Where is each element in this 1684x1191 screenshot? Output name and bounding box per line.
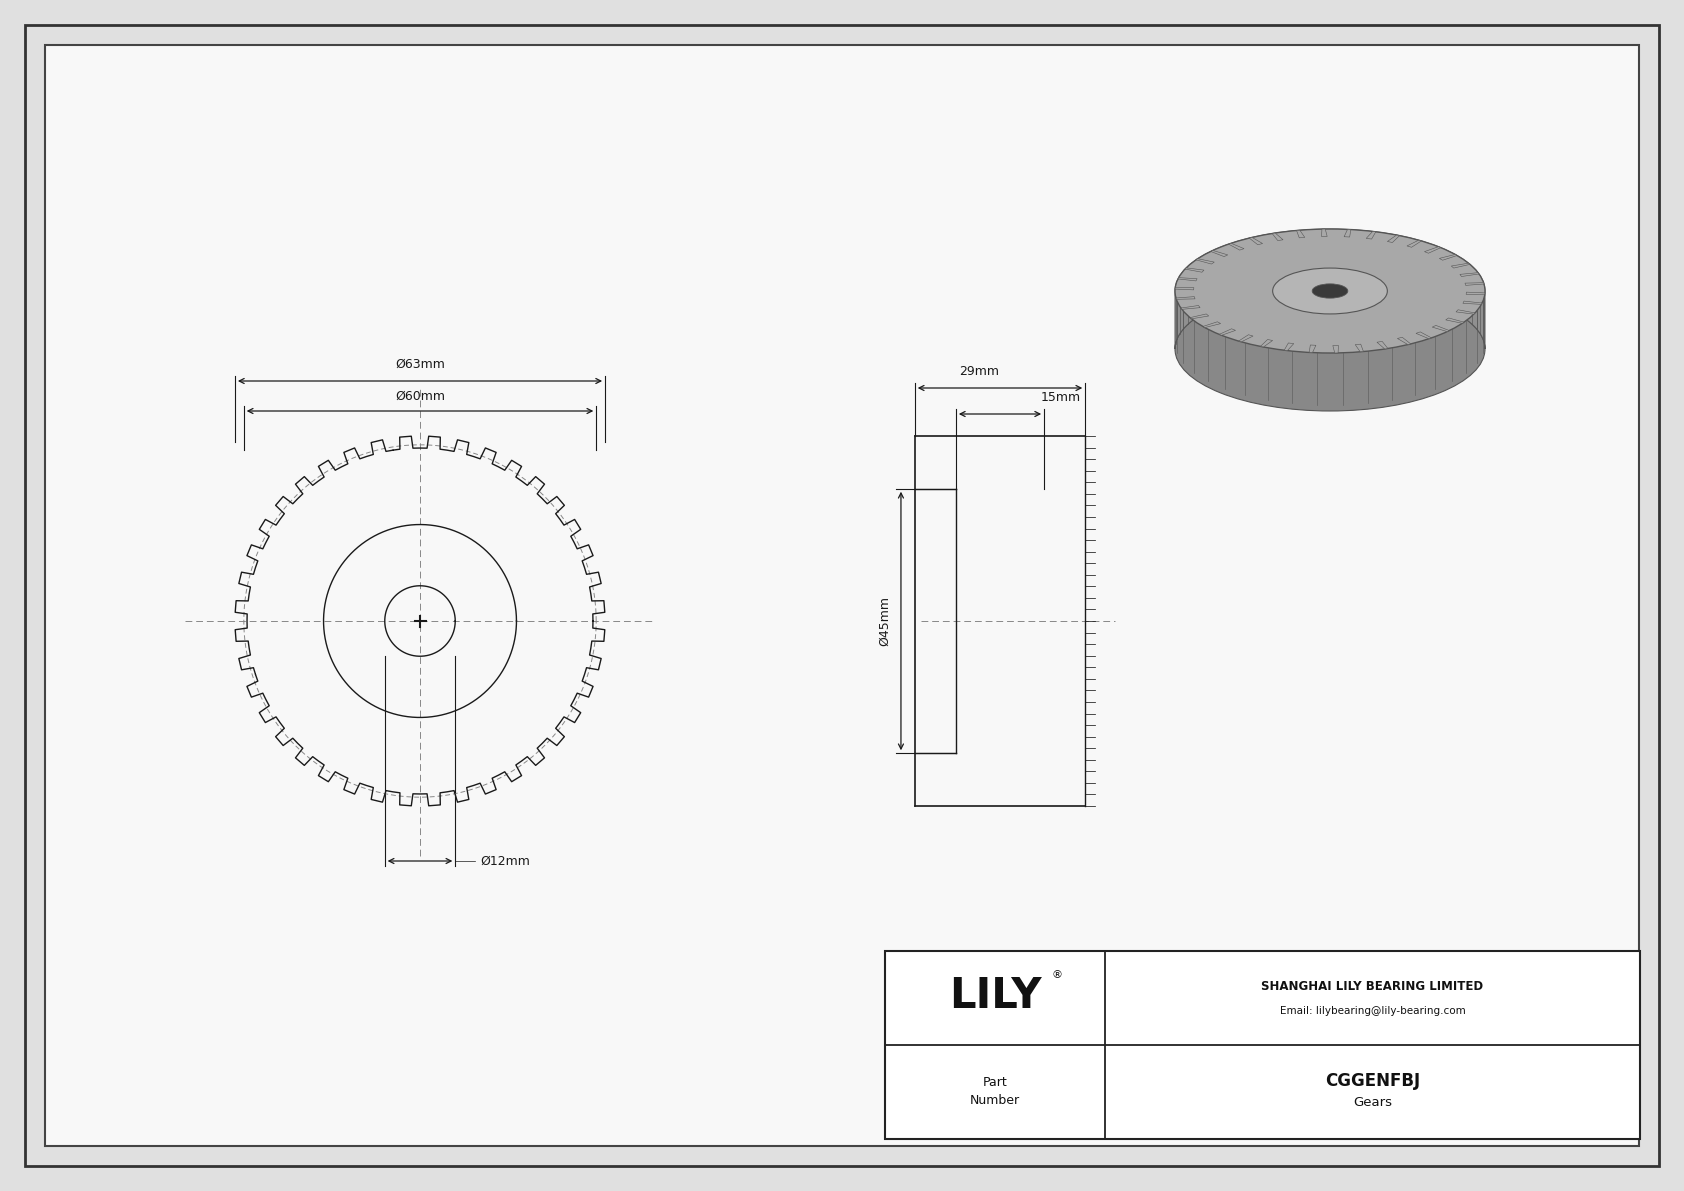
Polygon shape xyxy=(1406,241,1421,248)
Text: Ø63mm: Ø63mm xyxy=(396,358,445,372)
Polygon shape xyxy=(1175,287,1194,289)
Polygon shape xyxy=(1344,230,1351,237)
Ellipse shape xyxy=(1312,283,1347,298)
Text: Ø45mm: Ø45mm xyxy=(877,596,891,646)
Polygon shape xyxy=(1445,318,1463,323)
Polygon shape xyxy=(1202,322,1221,328)
Text: Number: Number xyxy=(970,1095,1021,1108)
Polygon shape xyxy=(1398,337,1411,344)
Text: ®: ® xyxy=(1051,969,1063,980)
Text: Gears: Gears xyxy=(1352,1097,1393,1110)
Polygon shape xyxy=(1467,292,1485,294)
Polygon shape xyxy=(1308,345,1315,353)
Polygon shape xyxy=(1260,339,1273,347)
Polygon shape xyxy=(1229,243,1244,250)
Text: Email: lilybearing@lily-bearing.com: Email: lilybearing@lily-bearing.com xyxy=(1280,1006,1465,1016)
Text: 15mm: 15mm xyxy=(1041,391,1081,404)
Polygon shape xyxy=(1440,255,1457,260)
Polygon shape xyxy=(1457,310,1475,314)
Text: LILY: LILY xyxy=(948,975,1041,1017)
Polygon shape xyxy=(1219,329,1236,336)
Polygon shape xyxy=(1285,343,1293,350)
Polygon shape xyxy=(1460,273,1479,276)
Polygon shape xyxy=(1465,282,1484,286)
Polygon shape xyxy=(1239,335,1253,342)
Polygon shape xyxy=(1416,332,1431,338)
Polygon shape xyxy=(1175,229,1485,349)
Polygon shape xyxy=(1175,297,1196,299)
Text: CGGENFBJ: CGGENFBJ xyxy=(1325,1072,1420,1090)
Polygon shape xyxy=(1356,344,1364,351)
Polygon shape xyxy=(1378,342,1388,349)
Ellipse shape xyxy=(1175,287,1485,411)
Polygon shape xyxy=(1332,345,1339,353)
Ellipse shape xyxy=(1175,229,1485,353)
Polygon shape xyxy=(1191,314,1209,319)
Polygon shape xyxy=(1250,237,1263,244)
Polygon shape xyxy=(1431,325,1450,331)
Ellipse shape xyxy=(1273,268,1388,314)
Bar xyxy=(886,950,1640,1139)
Text: SHANGHAI LILY BEARING LIMITED: SHANGHAI LILY BEARING LIMITED xyxy=(1261,980,1484,993)
Polygon shape xyxy=(1322,229,1327,237)
Text: Part: Part xyxy=(983,1077,1007,1090)
Polygon shape xyxy=(1452,263,1470,268)
Polygon shape xyxy=(1271,233,1283,241)
Text: Ø12mm: Ø12mm xyxy=(480,854,530,867)
Polygon shape xyxy=(1388,235,1399,243)
Polygon shape xyxy=(1180,305,1201,310)
Polygon shape xyxy=(1463,301,1482,305)
Polygon shape xyxy=(1179,278,1197,281)
Polygon shape xyxy=(1211,250,1228,256)
Polygon shape xyxy=(1196,258,1214,264)
Text: Ø60mm: Ø60mm xyxy=(396,389,445,403)
Polygon shape xyxy=(1425,247,1442,254)
Polygon shape xyxy=(1186,268,1204,273)
Text: 29mm: 29mm xyxy=(960,364,1000,378)
Polygon shape xyxy=(1366,231,1376,239)
Polygon shape xyxy=(1297,230,1305,238)
